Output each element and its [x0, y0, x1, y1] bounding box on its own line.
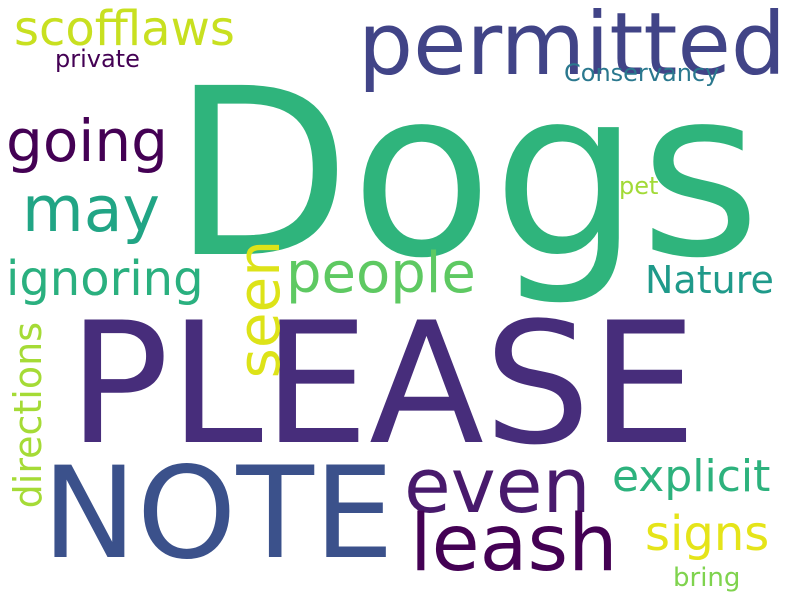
word-pet: pet [619, 172, 659, 200]
word-directions: directions [6, 322, 50, 509]
word-permitted: permitted [358, 0, 786, 95]
word-signs: signs [645, 506, 770, 562]
word-going: going [6, 107, 168, 175]
word-bring: bring [673, 563, 741, 593]
word-nature: Nature [645, 258, 774, 302]
word-scofflaws: scofflaws [14, 1, 235, 57]
word-dogs: Dogs [172, 39, 761, 309]
word-people: people [286, 241, 476, 306]
word-may: may [22, 172, 160, 246]
word-even: even [404, 441, 591, 530]
word-explicit: explicit [612, 451, 771, 502]
word-private: private [55, 45, 140, 73]
word-ignoring: ignoring [6, 251, 204, 307]
word-please: PLEASE [68, 286, 697, 482]
word-note: NOTE [42, 439, 394, 587]
word-seen: seen [225, 240, 293, 379]
word-conservancy: Conservancy [564, 59, 720, 87]
word-leash: leash [410, 499, 618, 589]
